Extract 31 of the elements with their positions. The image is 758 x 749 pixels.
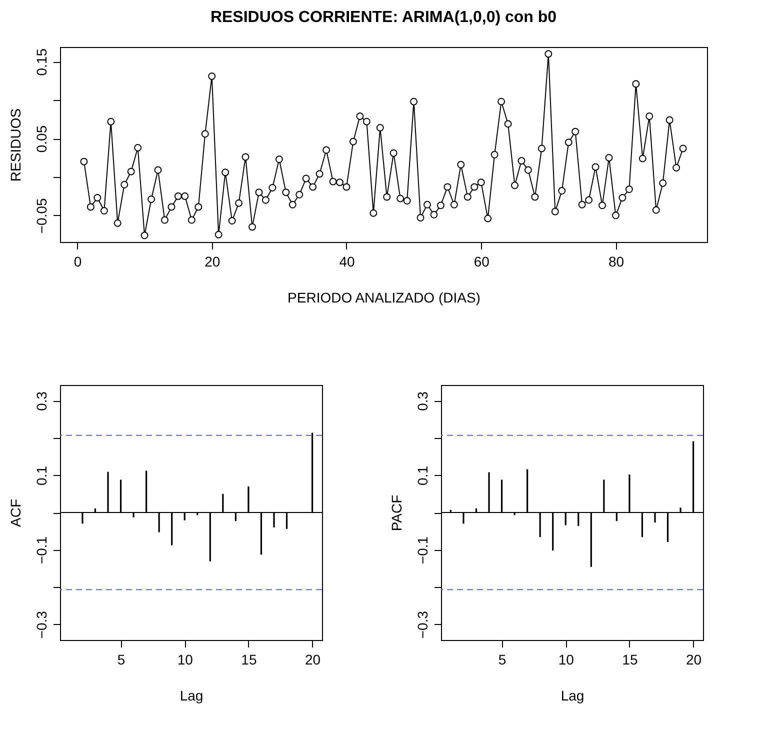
- x-tick-label: 0: [74, 254, 82, 270]
- x-tick-label: 5: [117, 652, 126, 668]
- y-tick-label: 0.15: [34, 48, 50, 76]
- y-axis-title: ACF: [8, 499, 24, 527]
- x-tick-label: 20: [686, 652, 702, 668]
- x-tick-label: 20: [204, 254, 220, 270]
- x-tick-label: 15: [622, 652, 638, 668]
- y-tick-label: 0.1: [414, 466, 430, 486]
- x-tick-label: 80: [608, 254, 624, 270]
- x-axis-title: Lag: [560, 688, 584, 704]
- x-tick-label: 10: [558, 652, 574, 668]
- x-tick-label: 5: [498, 652, 506, 668]
- y-axis-title: RESIDUOS: [8, 108, 24, 182]
- y-tick-label: −0.05: [34, 198, 50, 234]
- chart-title: RESIDUOS CORRIENTE: ARIMA(1,0,0) con b0: [210, 9, 557, 26]
- x-tick-label: 20: [305, 652, 321, 668]
- y-tick-label: 0.3: [414, 391, 430, 411]
- x-axis-title: PERIODO ANALIZADO (DIAS): [288, 290, 480, 306]
- y-tick-label: 0.05: [34, 125, 50, 153]
- y-tick-label: −0.3: [414, 610, 430, 639]
- x-tick-label: 15: [241, 652, 257, 668]
- x-tick-label: 60: [474, 254, 490, 270]
- x-tick-label: 40: [339, 254, 355, 270]
- y-tick-label: −0.3: [34, 610, 50, 639]
- y-tick-label: 0.3: [34, 391, 50, 411]
- y-tick-label: −0.1: [414, 536, 430, 564]
- y-tick-label: 0.1: [34, 466, 50, 486]
- y-tick-label: −0.1: [34, 536, 50, 564]
- y-axis-title: PACF: [388, 494, 404, 532]
- x-axis-title: Lag: [180, 688, 204, 704]
- x-tick-label: 10: [177, 652, 194, 668]
